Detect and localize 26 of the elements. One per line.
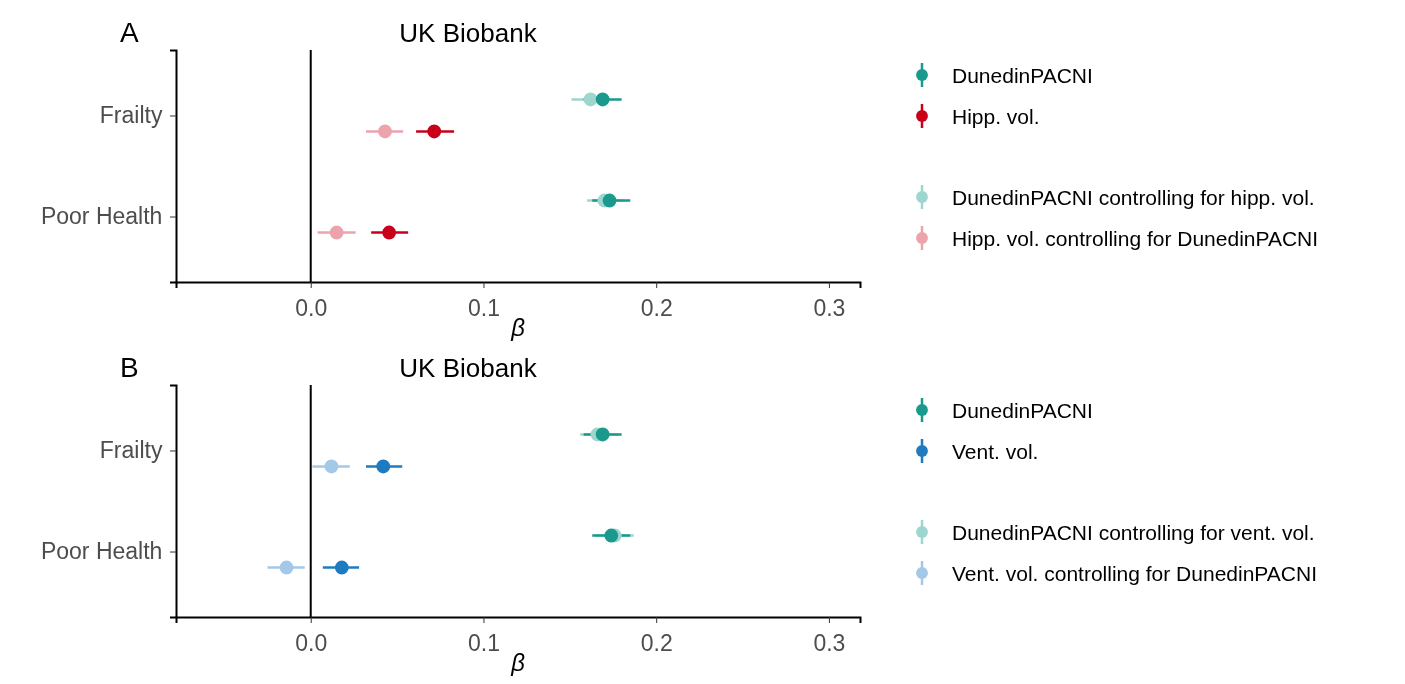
x-axis-title: β [510,649,526,676]
x-tick-label: 0.1 [467,630,500,657]
chart-title: UK Biobank [399,353,538,383]
legend-label: Hipp. vol. controlling for DunedinPACNI [952,227,1319,250]
legend-label: Hipp. vol. [952,105,1040,128]
x-tick-label: 0.0 [295,630,328,657]
x-tick-label: 0.1 [467,295,500,322]
legend-label: DunedinPACNI controlling for hipp. vol. [952,186,1315,209]
text: A [120,17,139,48]
x-tick-label: 0.2 [640,295,673,322]
legend-label: Vent. vol. controlling for DunedinPACNI [952,562,1317,585]
y-tick-label: Poor Health [40,538,163,565]
x-tick-label: 0.3 [813,295,846,322]
y-tick-label: Frailty [99,102,163,129]
y-tick-label: Frailty [99,437,163,464]
legend-label: DunedinPACNI controlling for vent. vol. [952,521,1315,544]
y-tick-label: Poor Health [40,203,163,230]
x-axis-title: β [510,314,526,341]
legend-label: Vent. vol. [952,440,1039,463]
legend-label: DunedinPACNI [952,399,1093,422]
x-tick-label: 0.3 [813,630,846,657]
legend-label: DunedinPACNI [952,64,1093,87]
x-tick-label: 0.2 [640,630,673,657]
chart-title: UK Biobank [399,18,538,48]
text: B [120,352,139,383]
x-tick-label: 0.0 [295,295,328,322]
